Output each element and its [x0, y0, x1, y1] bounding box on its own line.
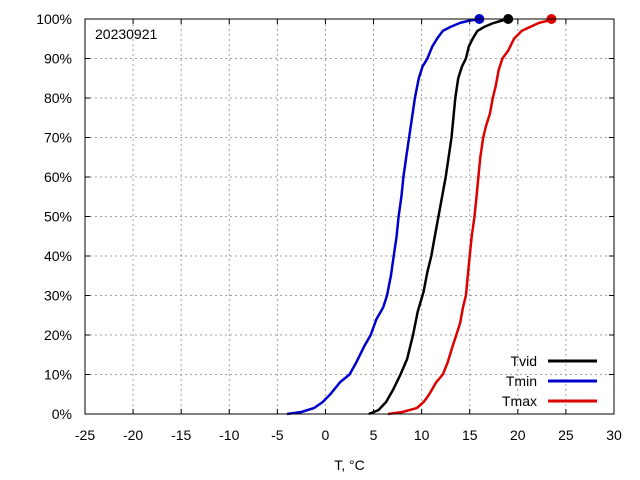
- x-tick-label: 25: [558, 427, 574, 443]
- tick-labels: -25 -20 -15 -10 -5 0 5 10 15 20 25 30 0% 10% 20% 30% 40%…: [36, 11, 622, 443]
- y-tick-label: 50%: [44, 209, 72, 225]
- x-tick-label: 0: [322, 427, 330, 443]
- x-tick-label: 5: [370, 427, 378, 443]
- legend: Tvid Tmin Tmax: [502, 353, 597, 409]
- x-tick-label: 30: [606, 427, 622, 443]
- legend-label-tvid: Tvid: [511, 353, 537, 369]
- series-lines: [286, 14, 557, 416]
- x-tick-label: -10: [219, 427, 239, 443]
- x-tick-label: -15: [171, 427, 191, 443]
- x-tick-label: -5: [271, 427, 284, 443]
- x-tick-label: -25: [75, 427, 95, 443]
- y-tick-label: 30%: [44, 288, 72, 304]
- y-tick-label: 70%: [44, 130, 72, 146]
- grid-lines: [85, 19, 614, 414]
- y-tick-label: 60%: [44, 169, 72, 185]
- x-tick-label: -20: [123, 427, 143, 443]
- y-tick-label: 0%: [52, 406, 72, 422]
- x-axis-label: T, °C: [334, 457, 365, 473]
- y-tick-label: 40%: [44, 248, 72, 264]
- y-tick-label: 10%: [44, 367, 72, 383]
- y-tick-label: 90%: [44, 51, 72, 67]
- x-tick-label: 15: [462, 427, 478, 443]
- x-tick-label: 20: [510, 427, 526, 443]
- date-annotation: 20230921: [95, 26, 158, 42]
- series-line-tmax: [387, 17, 552, 416]
- y-tick-label: 100%: [36, 11, 72, 27]
- legend-label-tmax: Tmax: [502, 393, 537, 409]
- series-line-tvid: [368, 17, 509, 416]
- legend-label-tmin: Tmin: [506, 373, 537, 389]
- x-tick-label: 10: [414, 427, 430, 443]
- series-line-tmin: [286, 17, 480, 416]
- y-tick-label: 80%: [44, 90, 72, 106]
- y-tick-label: 20%: [44, 327, 72, 343]
